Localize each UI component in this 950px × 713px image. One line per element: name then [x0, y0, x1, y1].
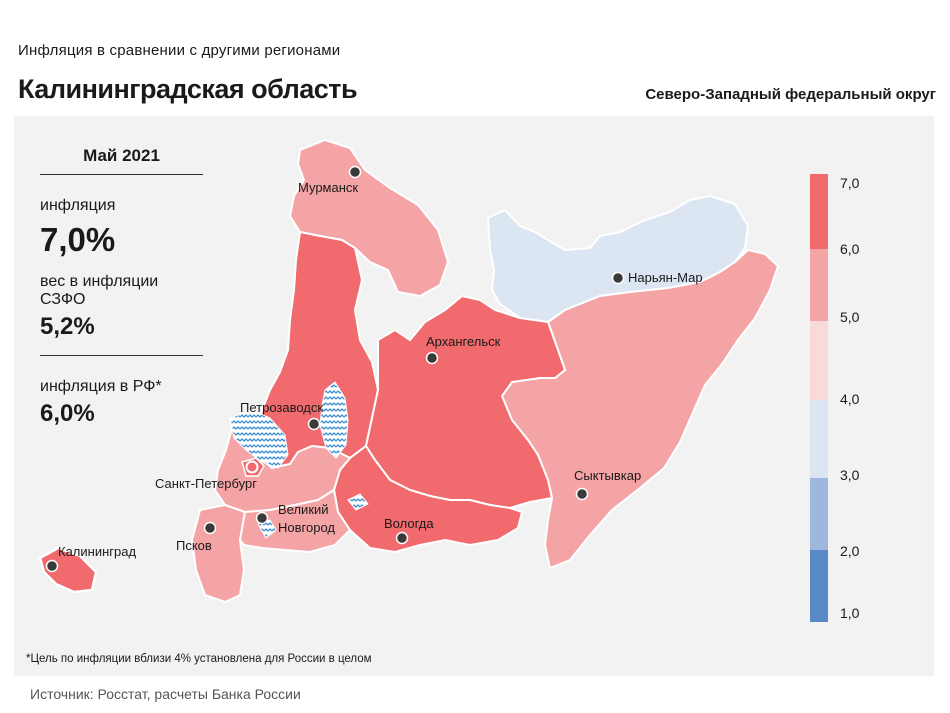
divider	[40, 355, 203, 356]
legend-bin-5-6	[810, 249, 828, 321]
city-marker	[203, 521, 217, 535]
lake-onega	[319, 381, 349, 459]
legend-bin-3-4	[810, 400, 828, 478]
city-label: Петрозаводск	[240, 400, 323, 415]
rf-inflation-value: 6,0%	[40, 400, 95, 427]
city-pskov[interactable]: Псков	[176, 521, 217, 554]
city-naryan-mar[interactable]: Нарьян-Мар	[611, 270, 703, 285]
region-kaliningrad[interactable]	[38, 546, 98, 594]
city-murmansk[interactable]: Мурманск	[298, 165, 362, 196]
legend-tick: 7,0	[840, 175, 860, 191]
period-label: Май 2021	[40, 146, 203, 175]
region-pskov[interactable]	[190, 503, 247, 604]
lake-ladoga	[229, 409, 289, 469]
city-marker	[245, 460, 259, 474]
region-nenets[interactable]	[486, 194, 750, 324]
city-label: Псков	[176, 538, 212, 553]
city-petrozavodsk[interactable]: Петрозаводск	[240, 400, 323, 431]
city-label: Архангельск	[426, 334, 501, 349]
city-label: Вологда	[384, 516, 434, 531]
city-marker	[425, 351, 439, 365]
rf-inflation-label: инфляция в РФ*	[40, 378, 162, 395]
city-label-line2: Новгород	[278, 520, 335, 535]
legend-tick: 1,0	[840, 605, 860, 621]
city-vologda[interactable]: Вологда	[384, 516, 434, 545]
legend-tick: 5,0	[840, 309, 860, 325]
info-box: Май 2021 инфляция 7,0% вес в инфляции СЗ…	[40, 146, 205, 428]
city-marker	[395, 531, 409, 545]
city-label: Нарьян-Мар	[628, 270, 703, 285]
city-veliky-novgorod[interactable]: Великий Новгород	[255, 502, 336, 535]
legend-tick: 6,0	[840, 241, 860, 257]
inflation-label: инфляция	[40, 197, 116, 214]
legend-bin-4-5	[810, 321, 828, 400]
city-arkhangelsk[interactable]: Архангельск	[425, 334, 501, 365]
lake-beloye	[347, 493, 369, 511]
inflation-value: 7,0%	[40, 221, 116, 258]
legend-bin-1-2	[810, 550, 828, 622]
city-marker	[307, 417, 321, 431]
city-label: Сыктывкар	[574, 468, 641, 483]
legend-tick: 4,0	[840, 391, 860, 407]
city-saint-petersburg[interactable]: Санкт-Петербург	[155, 460, 259, 492]
legend-bin-2-3	[810, 478, 828, 550]
city-kaliningrad[interactable]: Калининград	[45, 544, 137, 573]
legend-tick: 3,0	[840, 467, 860, 483]
region-murmansk[interactable]	[288, 138, 450, 298]
city-syktyvkar[interactable]: Сыктывкар	[574, 468, 641, 501]
city-marker	[611, 271, 625, 285]
city-marker	[348, 165, 362, 179]
source-note: Источник: Росстат, расчеты Банка России	[30, 686, 301, 702]
city-marker	[575, 487, 589, 501]
weight-label: вес в инфляции СЗФО	[40, 273, 159, 308]
footnote: *Цель по инфляции вблизи 4% установлена …	[26, 653, 372, 665]
legend-bin-6-7	[810, 174, 828, 249]
weight-value: 5,2%	[40, 313, 95, 340]
city-label: Великий	[278, 502, 329, 517]
city-marker	[255, 511, 269, 525]
chart-subtitle: Инфляция в сравнении с другими регионами	[18, 42, 341, 59]
region-title: Калининградская область	[18, 74, 358, 104]
district-label: Северо-Западный федеральный округ	[645, 86, 936, 103]
city-label: Санкт-Петербург	[155, 476, 257, 491]
city-label: Калининград	[58, 544, 136, 559]
color-legend: 7,0 6,0 5,0 4,0 3,0 2,0 1,0	[810, 174, 860, 622]
city-label: Мурманск	[298, 180, 358, 195]
city-marker	[45, 559, 59, 573]
legend-tick: 2,0	[840, 543, 860, 559]
